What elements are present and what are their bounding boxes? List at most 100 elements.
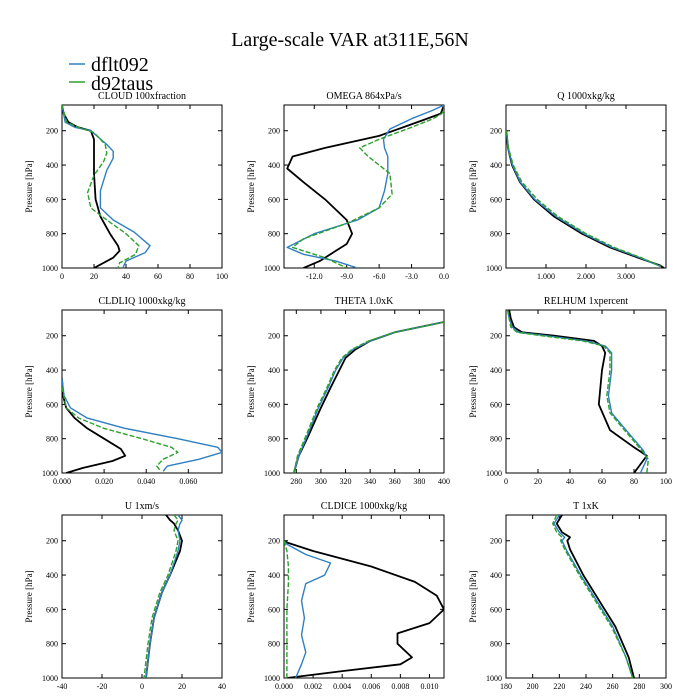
y-tick-label: 400 [268,366,280,375]
x-tick-label: 1.000 [537,272,555,281]
series-line-d92taus [143,515,179,678]
x-tick-label: 2.000 [577,272,595,281]
y-tick-label: 800 [46,640,58,649]
y-tick-label: 600 [268,605,280,614]
panel-8: CLDICE 1000xkg/kg 200 400 600 800 1000 Pressur… [246,501,445,691]
panel-title: Q 1000xkg/kg [557,91,615,102]
y-axis-label: Pressure [hPa] [246,570,256,622]
y-tick-label: 600 [46,605,58,614]
y-tick-label: 600 [46,400,58,409]
x-tick-label: 240 [580,682,592,691]
panel-9: T 1xK 200 400 600 800 1000 Pressure [hPa] 180 20… [468,501,672,691]
x-tick-label: 3.000 [617,272,635,281]
x-tick-label: 180 [500,682,512,691]
y-axis-label: Pressure [hPa] [24,160,34,212]
x-tick-label: 280 [290,477,302,486]
y-tick-label: 800 [46,435,58,444]
y-tick-label: 1000 [264,264,280,273]
panel-frame [505,104,667,269]
x-tick-label: 0.020 [95,477,113,486]
y-tick-label: 600 [268,195,280,204]
panel-title: CLOUD 100xfraction [98,91,186,102]
y-tick-label: 400 [46,366,58,375]
x-tick-label: 100 [660,477,672,486]
series-line-dflt092 [293,321,444,473]
panel-title: RELHUM 1xpercent [544,296,628,307]
series-line-d92taus [506,130,662,267]
series-line-dflt092 [506,310,648,473]
y-tick-label: 600 [268,400,280,409]
x-tick-label: 40 [218,682,226,691]
y-axis-label: Pressure [hPa] [24,365,34,417]
y-tick-label: 200 [46,537,58,546]
panels: CLOUD 100xfraction2004006008001000Pressu… [24,91,672,691]
panel-2: OMEGA 864xPa/s 200 400 600 800 1000 Pressure [… [246,91,449,281]
y-tick-label: 800 [490,230,502,239]
y-tick-label: 1000 [42,264,58,273]
series-line-d92taus [62,105,140,268]
x-tick-label: 0.000 [53,477,71,486]
x-tick-label: 80 [630,477,638,486]
y-axis-label: Pressure [hPa] [468,570,478,622]
y-tick-label: 800 [268,435,280,444]
panel-3: Q 1000xkg/kg 200 400 600 800 1000 Pressure [hP… [468,91,667,281]
panel-5: THETA 1.0xK 200 400 600 800 1000 Pressure [hPa… [246,296,450,486]
legend: dflt092 d92taus [69,54,153,95]
y-tick-label: 1000 [264,674,280,683]
figure-title: Large-scale VAR at311E,56N [231,29,469,51]
x-tick-label: 20 [178,682,186,691]
x-tick-label: 0.006 [362,682,380,691]
y-tick-label: 200 [490,127,502,136]
panel-title: T 1xK [573,501,599,512]
x-tick-label: 0.004 [333,682,351,691]
panel-frame [505,514,667,679]
panel-title: OMEGA 864xPa/s [326,91,401,102]
x-tick-label: -20 [97,682,108,691]
series-line-black [284,539,444,678]
x-tick-label: 380 [413,477,425,486]
series-line-black [292,321,444,473]
y-tick-label: 200 [268,537,280,546]
x-tick-label: 60 [598,477,606,486]
series-line-black [508,310,648,473]
x-tick-label: 0.0 [439,272,449,281]
series-line-dflt092 [506,130,661,267]
y-tick-label: 600 [490,605,502,614]
x-tick-label: 20 [90,272,98,281]
x-tick-label: 20 [534,477,542,486]
y-tick-label: 1000 [42,674,58,683]
x-tick-label: 300 [315,477,327,486]
legend-label-d92taus: d92taus [91,73,153,95]
x-tick-label: 0.010 [420,682,438,691]
series-line-dflt092 [284,540,332,678]
panel-title: THETA 1.0xK [335,296,394,307]
x-tick-label: 320 [340,477,352,486]
panel-1: CLOUD 100xfraction2004006008001000Pressu… [24,91,228,281]
series-line-dflt092 [145,515,183,678]
y-tick-label: 200 [268,332,280,341]
panel-title: CLDICE 1000xkg/kg [321,501,407,512]
y-tick-label: 200 [46,127,58,136]
y-axis-label: Pressure [hPa] [24,570,34,622]
y-tick-label: 400 [46,161,58,170]
y-tick-label: 1000 [486,674,502,683]
panel-frame [283,514,445,679]
series-line-d92taus [293,321,444,473]
panel-frame [61,514,223,679]
y-tick-label: 1000 [264,469,280,478]
x-tick-label: 0 [60,272,64,281]
y-tick-label: 400 [46,571,58,580]
series-line-d92taus [62,387,179,472]
panel-4: CLDLIQ 1000xkg/kg 200 400 600 800 1000 Pressur… [24,296,223,486]
x-tick-label: 400 [438,477,450,486]
y-axis-label: Pressure [hPa] [468,160,478,212]
series-line-black [62,105,121,268]
x-tick-label: 0 [504,477,508,486]
series-line-dflt092 [62,378,222,472]
x-tick-label: 260 [607,682,619,691]
x-tick-label: -9.0 [340,272,353,281]
x-tick-label: 0.000 [275,682,293,691]
y-tick-label: 200 [490,332,502,341]
